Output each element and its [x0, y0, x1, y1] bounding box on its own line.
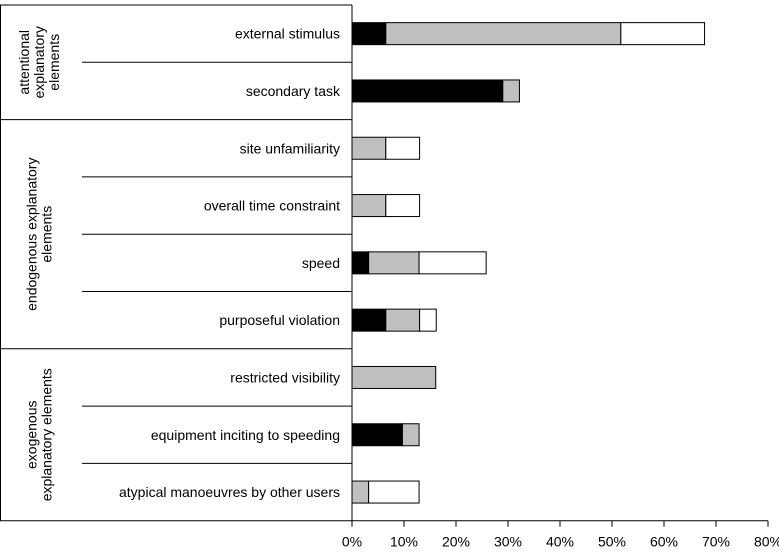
- group-label: attentionalexplanatoryelements: [16, 26, 62, 98]
- bar-segment-8-1: [351, 423, 403, 447]
- category-label: site unfamiliarity: [240, 140, 340, 156]
- group-label-line: elements: [46, 34, 62, 91]
- bar-segment-3-2: [351, 136, 387, 160]
- category-label: purposeful violation: [219, 312, 340, 328]
- bar-segment-3-3: [385, 136, 421, 160]
- category-label: speed: [302, 255, 340, 271]
- category-label: overall time constraint: [204, 198, 340, 214]
- x-tick-label: 80%: [754, 534, 779, 548]
- x-tick-label: 40%: [546, 534, 574, 548]
- x-tick-label: 50%: [598, 534, 626, 548]
- x-tick-label: 70%: [702, 534, 730, 548]
- bar-segment-1-2: [385, 22, 622, 46]
- group-label-line: explanatory elements: [39, 368, 55, 501]
- category-label: equipment inciting to speeding: [151, 427, 340, 443]
- bar-segment-1-1: [351, 22, 387, 46]
- bar-segment-9-2: [351, 480, 370, 504]
- category-label: atypical manoeuvres by other users: [119, 484, 340, 500]
- x-tick-label: 30%: [494, 534, 522, 548]
- bar-segment-2-1: [351, 79, 504, 103]
- bar-segment-4-2: [351, 194, 387, 218]
- group-label-line: exogenous: [24, 400, 40, 469]
- bar-segment-7-2: [351, 365, 437, 389]
- bar-segment-6-3: [419, 308, 437, 332]
- x-tick-label: 60%: [650, 534, 678, 548]
- group-label-line: endogenous explanatory: [24, 158, 40, 311]
- bar-segment-6-1: [351, 308, 387, 332]
- group-label-line: explanatory: [31, 26, 47, 98]
- bar-segment-5-2: [368, 251, 420, 275]
- group-label: exogenousexplanatory elements: [24, 368, 55, 501]
- x-tick-label: 10%: [390, 534, 418, 548]
- x-tick-label: 0%: [342, 534, 362, 548]
- group-label-line: elements: [39, 206, 55, 263]
- bar-segment-5-3: [418, 251, 487, 275]
- bar-segment-5-1: [351, 251, 370, 275]
- group-label: endogenous explanatoryelements: [24, 158, 55, 311]
- bar-segment-1-3: [620, 22, 706, 46]
- x-tick-label: 20%: [442, 534, 470, 548]
- bar-segment-9-3: [368, 480, 420, 504]
- bar-segment-4-3: [385, 194, 421, 218]
- category-label: external stimulus: [235, 26, 340, 42]
- group-label-line: attentional: [16, 30, 32, 95]
- bar-segment-2-2: [502, 79, 520, 103]
- bar-segment-8-2: [401, 423, 420, 447]
- bar-segment-6-2: [385, 308, 421, 332]
- category-label: restricted visibility: [230, 369, 340, 385]
- category-label: secondary task: [246, 83, 341, 99]
